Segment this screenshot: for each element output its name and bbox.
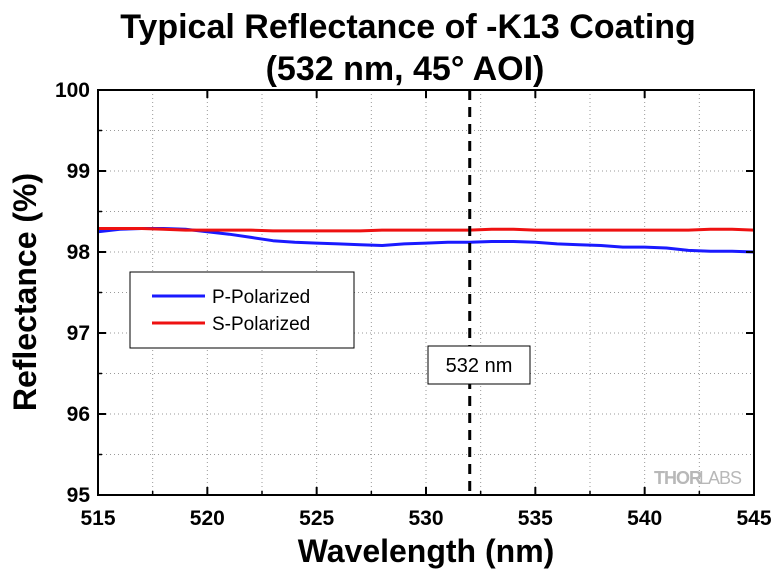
y-tick-label: 96 [67, 403, 90, 426]
legend-label-s-polarized: S-Polarized [212, 314, 310, 335]
x-tick-label: 535 [518, 507, 553, 530]
logo-thor: THOR [654, 468, 702, 488]
annotation-box [427, 345, 531, 385]
x-tick-label: 515 [80, 507, 115, 530]
y-tick-label: 100 [55, 79, 90, 102]
axis-ticks: 515 520 525 530 535 540 545 95 96 97 98 99 100 [55, 79, 772, 530]
x-tick-label: 540 [627, 507, 662, 530]
x-tick-label: 525 [299, 507, 334, 530]
x-tick-label: 545 [736, 507, 771, 530]
y-axis-title: Reflectance (%) [7, 173, 43, 411]
y-tick-label: 95 [67, 484, 91, 507]
series-line-s-polarized [98, 227, 755, 233]
thorlabs-logo: THOR LABS [654, 468, 743, 488]
legend: P-Polarized S-Polarized [129, 271, 355, 349]
annotation-label: 532 nm [446, 355, 513, 377]
annotation-532nm: 532 nm [427, 345, 531, 385]
grid [98, 90, 754, 495]
series-lines [97, 227, 755, 254]
chart-title: Typical Reflectance of -K13 Coating [120, 8, 696, 46]
legend-label-p-polarized: P-Polarized [212, 287, 310, 308]
y-tick-label: 99 [67, 160, 90, 183]
legend-box [129, 271, 355, 349]
x-axis-title: Wavelength (nm) [298, 533, 555, 569]
series-line-p-polarized [97, 227, 755, 254]
logo-labs: LABS [699, 468, 742, 488]
y-tick-label: 98 [67, 241, 91, 264]
chart-subtitle: (532 nm, 45° AOI) [266, 50, 545, 88]
x-tick-label: 530 [408, 507, 443, 530]
y-tick-label: 97 [67, 322, 90, 345]
x-tick-label: 520 [190, 507, 225, 530]
